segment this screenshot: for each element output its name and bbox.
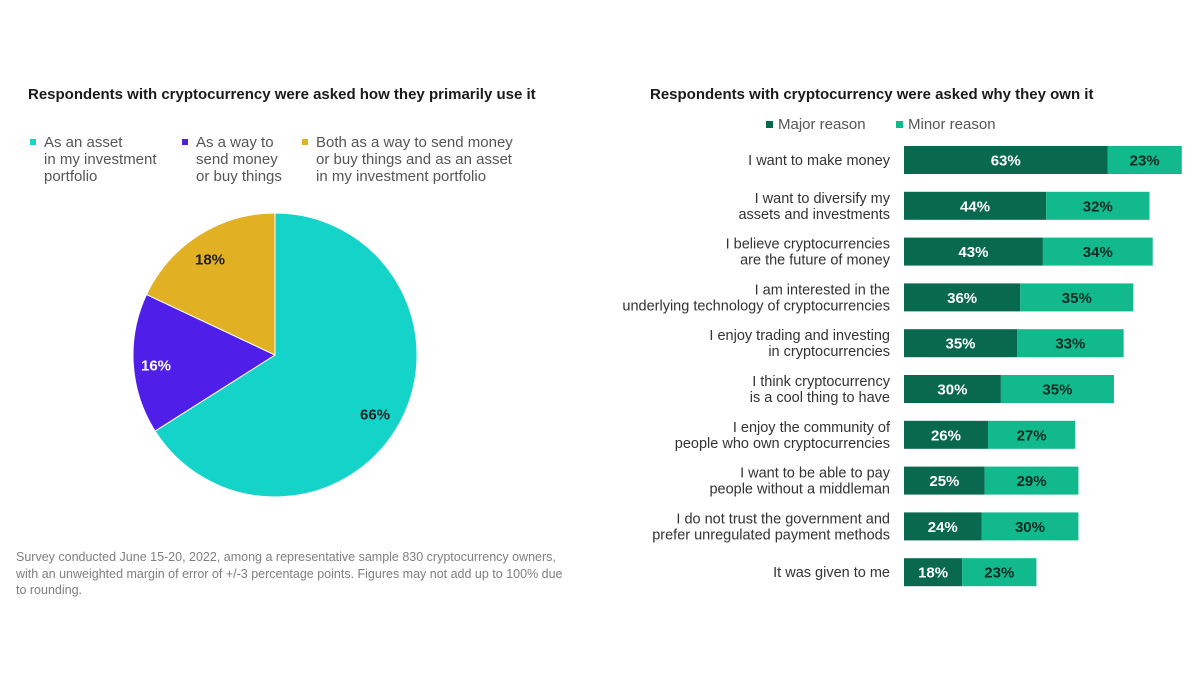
minor-reason-bar — [981, 512, 1079, 541]
bar-category-label: I do not trust the government and prefer … — [652, 511, 890, 543]
bar-value-label: 24% — [928, 519, 958, 536]
bar-category-label: I want to diversify my assets and investm… — [738, 191, 890, 223]
major-reason-bar — [904, 237, 1043, 266]
bar-category-label: I think cryptocurrency is a cool thing to… — [750, 374, 891, 406]
bar-legend-label: Minor reason — [908, 116, 996, 133]
bar-value-label: 35% — [1042, 382, 1072, 399]
minor-reason-bar — [1042, 237, 1153, 266]
major-reason-bar — [904, 420, 988, 449]
major-reason-bar — [904, 558, 963, 587]
pie-chart: 66% 16% 18% — [132, 212, 418, 498]
legend-swatch-asset — [30, 139, 36, 145]
bar-value-label: 35% — [946, 336, 976, 353]
minor-reason-bar — [1046, 191, 1150, 220]
bar-category-label: I am interested in the underlying technol… — [622, 282, 890, 314]
major-reason-bar — [904, 329, 1018, 358]
bar-category-label: It was given to me — [773, 565, 890, 581]
bar-value-label: 23% — [1130, 153, 1160, 170]
bar-value-label: 33% — [1055, 336, 1085, 353]
bar-category-label: I enjoy the community of people who own c… — [675, 420, 891, 452]
minor-reason-bar — [1000, 375, 1114, 403]
minor-reason-bar — [984, 466, 1079, 495]
bar-value-label: 36% — [947, 290, 977, 307]
minor-reason-bar — [987, 420, 1076, 449]
bar-value-label: 29% — [1017, 473, 1047, 490]
bar-value-label: 18% — [918, 565, 948, 582]
bar-chart-title: Respondents with cryptocurrency were ask… — [650, 86, 1094, 103]
bar-value-label: 25% — [929, 473, 959, 490]
bar-category-label: I believe cryptocurrencies are the future… — [726, 237, 891, 269]
bar-legend-label: Major reason — [778, 116, 866, 133]
legend-swatch-send-money — [182, 139, 188, 145]
bar-category-label: I enjoy trading and investing in cryptocu… — [709, 328, 890, 360]
bar-category-label: I want to be able to pay people without a… — [709, 466, 890, 498]
bar-value-label: 44% — [960, 198, 990, 215]
bar-value-label: 30% — [1015, 519, 1045, 536]
bar-value-label: 63% — [991, 153, 1021, 170]
minor-reason-bar — [1020, 283, 1134, 312]
bar-value-label: 26% — [931, 427, 961, 444]
pie-slice — [145, 212, 276, 356]
bar-value-label: 30% — [937, 382, 967, 399]
major-reason-bar — [904, 191, 1047, 220]
pie-legend-label: Both as a way to send money or buy thing… — [316, 134, 513, 185]
pie-slice-label: 66% — [360, 407, 390, 424]
stacked-bar-chart: I want to make money 63% 23% I want to dive… — [622, 146, 1182, 587]
legend-swatch-both — [302, 139, 308, 145]
pie-legend-label: As an asset in my investment portfolio — [44, 134, 157, 185]
bar-value-label: 34% — [1083, 244, 1113, 261]
minor-reason-bar — [1107, 146, 1182, 174]
bar-value-label: 32% — [1083, 198, 1113, 215]
pie-slice — [154, 212, 418, 498]
major-reason-bar — [904, 146, 1108, 174]
bar-value-label: 43% — [958, 244, 988, 261]
bar-value-label: 27% — [1017, 427, 1047, 444]
pie-chart-title: Respondents with cryptocurrency were ask… — [28, 86, 536, 103]
pie-slice — [132, 293, 277, 432]
minor-reason-bar — [1017, 329, 1124, 358]
pie-legend-label: As a way to send money or buy things — [196, 134, 282, 185]
legend-swatch-minor — [896, 121, 903, 128]
legend-swatch-major — [766, 121, 773, 128]
bar-value-label: 35% — [1062, 290, 1092, 307]
major-reason-bar — [904, 466, 985, 495]
survey-footnote: Survey conducted June 15-20, 2022, among… — [16, 550, 563, 597]
major-reason-bar — [904, 283, 1021, 312]
major-reason-bar — [904, 375, 1001, 403]
major-reason-bar — [904, 512, 982, 541]
bar-category-label: I want to make money — [748, 153, 891, 169]
pie-slice-label: 16% — [141, 358, 171, 375]
pie-slice-label: 18% — [195, 252, 225, 269]
bar-value-label: 23% — [984, 565, 1014, 582]
minor-reason-bar — [962, 558, 1037, 587]
